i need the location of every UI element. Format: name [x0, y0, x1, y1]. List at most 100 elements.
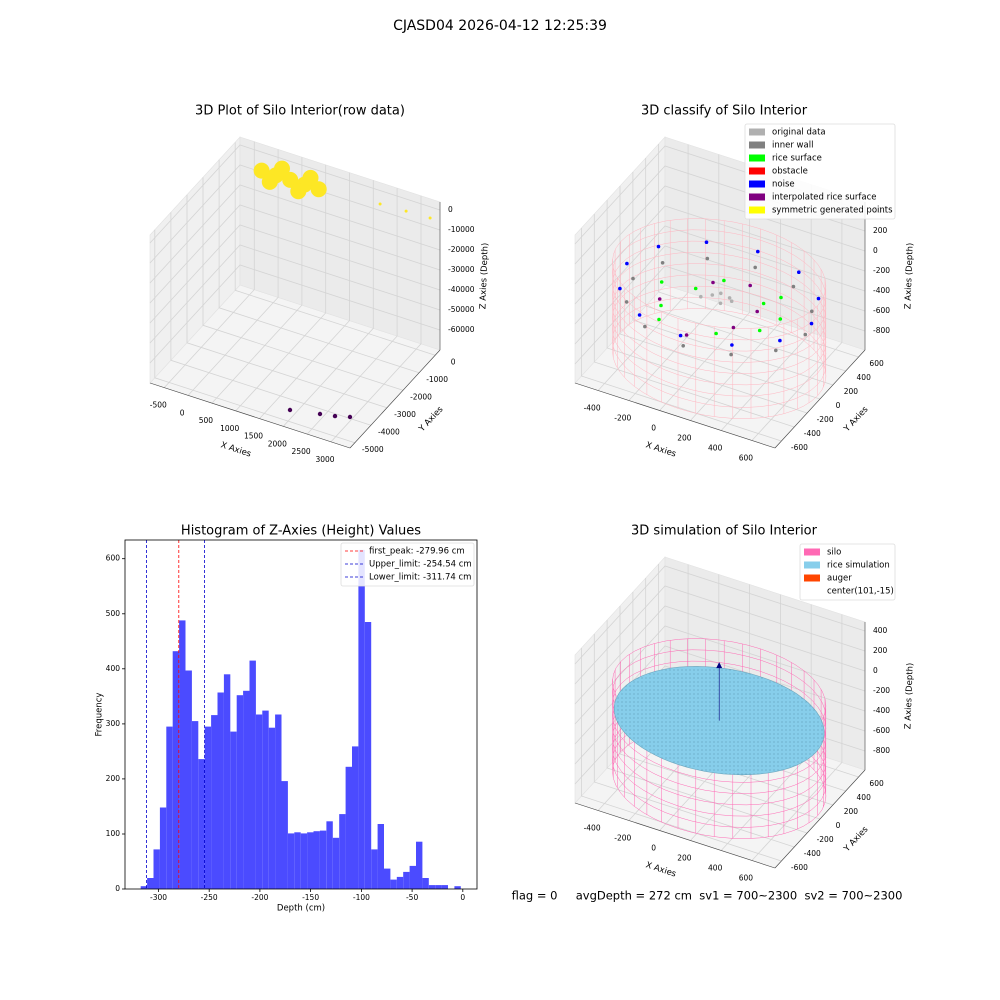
y-axis-line: [774, 349, 866, 449]
x-tick-label: 1000: [220, 424, 239, 433]
data-point: [618, 286, 622, 291]
bar: [332, 837, 340, 889]
y-tick-label: -400: [804, 849, 821, 858]
bar: [441, 885, 448, 889]
grid-line: [574, 205, 866, 305]
grid-line: [149, 184, 441, 284]
data-point: [761, 301, 766, 306]
bar: [166, 726, 173, 889]
z-tick-label: 0: [873, 246, 878, 255]
x-tick-label: 1500: [244, 432, 263, 441]
bar: [179, 620, 186, 889]
bar: [185, 670, 192, 889]
data-point: [428, 216, 432, 220]
bar: [326, 821, 333, 889]
data-point: [282, 171, 299, 188]
y-tick-label: 200: [844, 807, 859, 816]
z-axis-label: Z Axies (Depth): [903, 663, 915, 730]
legend-box: [799, 543, 896, 601]
data-point: [378, 202, 382, 206]
grid-line: [234, 142, 436, 356]
data-point: [274, 160, 290, 177]
z-tick-label: -400: [873, 286, 890, 295]
z-tick-label: 0: [873, 666, 878, 675]
grid-line: [574, 185, 866, 285]
chart-title: 3D simulation of Silo Interior: [631, 524, 818, 539]
data-point: [718, 301, 723, 306]
z-tick-label: -400: [873, 706, 890, 715]
bar: [198, 759, 205, 889]
bar: [358, 549, 365, 889]
bar: [172, 651, 180, 889]
bar: [422, 878, 429, 889]
grid-line: [306, 188, 398, 435]
x-tick-label: 200: [677, 854, 692, 863]
data-point: [253, 162, 270, 179]
y-tick-label: 400: [857, 373, 872, 382]
data-point: [722, 278, 726, 283]
grid-line: [187, 149, 279, 396]
bar: [319, 830, 327, 889]
z-tick-label: 200: [873, 646, 888, 655]
y-tick-label: 0: [836, 401, 841, 410]
bar: [249, 660, 256, 889]
data-point: [637, 313, 642, 317]
y-axis-label: Frequency: [95, 693, 105, 737]
grid-line: [330, 195, 422, 443]
z-tick-label: -60000: [448, 325, 475, 334]
legend-swatch: [749, 154, 765, 162]
y-tick-label: -200: [817, 415, 834, 424]
x-tick-label: -200: [614, 834, 631, 843]
bar: [211, 715, 218, 889]
y-tick-label: 600: [106, 554, 121, 563]
bar: [217, 692, 224, 889]
data-point: [705, 256, 710, 261]
legend-label: center(101,-15): [827, 587, 894, 597]
legend-label: noise: [772, 180, 795, 190]
bar: [243, 690, 250, 889]
data-point: [809, 321, 814, 326]
bar: [287, 833, 295, 889]
bar: [223, 674, 231, 889]
status-footer: flag = 0 avgDepth = 272 cm sv1 = 700~230…: [512, 889, 903, 903]
y-tick-label: -200: [817, 835, 834, 844]
bar: [428, 885, 436, 889]
z-tick-label: 200: [873, 226, 888, 235]
bar: [262, 710, 269, 889]
bar: [364, 622, 372, 889]
auger-marker: [716, 662, 723, 669]
z-tick-label: -600: [873, 306, 890, 315]
z-tick-label: 400: [873, 626, 888, 635]
legend-box: [744, 123, 896, 220]
z-tick-label: 0: [448, 205, 453, 214]
bar: [384, 868, 391, 889]
grid-line: [149, 144, 441, 244]
grid-line: [149, 224, 441, 324]
bar: [352, 746, 359, 889]
bar: [454, 886, 461, 889]
data-point: [631, 276, 635, 281]
legend-label: silo: [827, 548, 841, 558]
bar: [159, 807, 167, 889]
grid-line: [170, 212, 372, 426]
bar: [307, 832, 314, 889]
data-point: [261, 173, 278, 190]
data-point: [774, 348, 778, 353]
y-tick-label: 500: [106, 609, 121, 618]
data-point: [753, 265, 757, 270]
z-axis-label: Z Axies (Depth): [478, 243, 490, 310]
data-point: [714, 331, 718, 336]
z-tick-label: -10000: [448, 225, 475, 234]
silo-wireframe: [612, 218, 827, 419]
x-tick-label: -400: [584, 404, 601, 413]
legend-swatch: [749, 206, 765, 214]
z-tick-label: -30000: [448, 265, 475, 274]
bar: [416, 841, 423, 889]
y-tick-label: -3000: [394, 410, 416, 419]
data-point: [755, 309, 759, 314]
x-tick-label: 2500: [292, 447, 311, 456]
x-tick-label: 0: [180, 408, 185, 417]
legend-swatch: [749, 167, 765, 175]
y-tick-label: 400: [857, 793, 872, 802]
y-tick-label: 0: [115, 884, 120, 893]
